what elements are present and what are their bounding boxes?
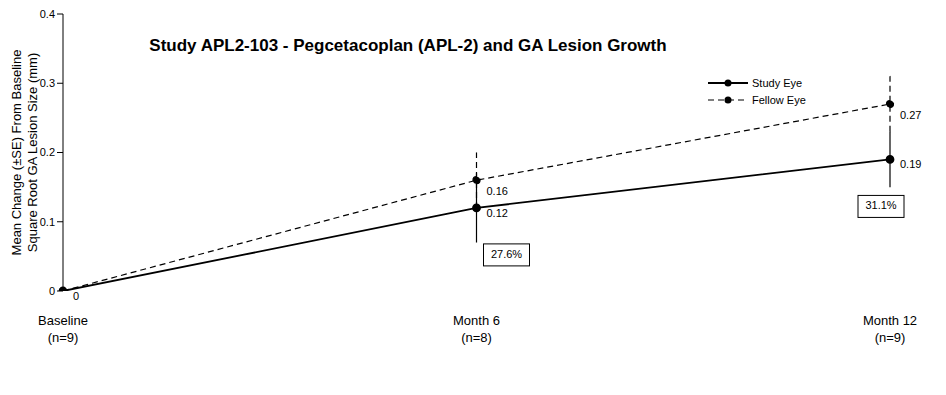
svg-text:Mean Change (±SE) From Baselin: Mean Change (±SE) From BaselineSquare Ro… (9, 50, 40, 256)
svg-text:0.2: 0.2 (40, 146, 55, 158)
svg-text:31.1%: 31.1% (865, 199, 896, 211)
svg-text:0.4: 0.4 (40, 8, 55, 20)
svg-text:0.3: 0.3 (40, 77, 55, 89)
svg-text:0.27: 0.27 (900, 109, 921, 121)
html-text:Fellow Eye: Fellow Eye (752, 93, 806, 106)
svg-text:0: 0 (73, 290, 79, 302)
svg-text:27.6%: 27.6% (491, 248, 522, 260)
svg-text:0.16: 0.16 (487, 185, 508, 197)
html-text:Study Eye: Study Eye (752, 76, 803, 89)
svg-text:Baseline(n=9): Baseline(n=9) (38, 313, 88, 345)
svg-text:0: 0 (49, 285, 55, 297)
svg-text:0.19: 0.19 (900, 158, 921, 170)
svg-text:Month 12(n=9): Month 12(n=9) (863, 313, 917, 345)
html-text:Study APL2-103 - Pegcetacoplan: Study APL2-103 - Pegcetacoplan (APL-2) a… (149, 36, 667, 55)
svg-text:Month 6(n=8): Month 6(n=8) (453, 313, 500, 345)
svg-text:0.12: 0.12 (487, 207, 508, 219)
svg-text:0.1: 0.1 (40, 216, 55, 228)
